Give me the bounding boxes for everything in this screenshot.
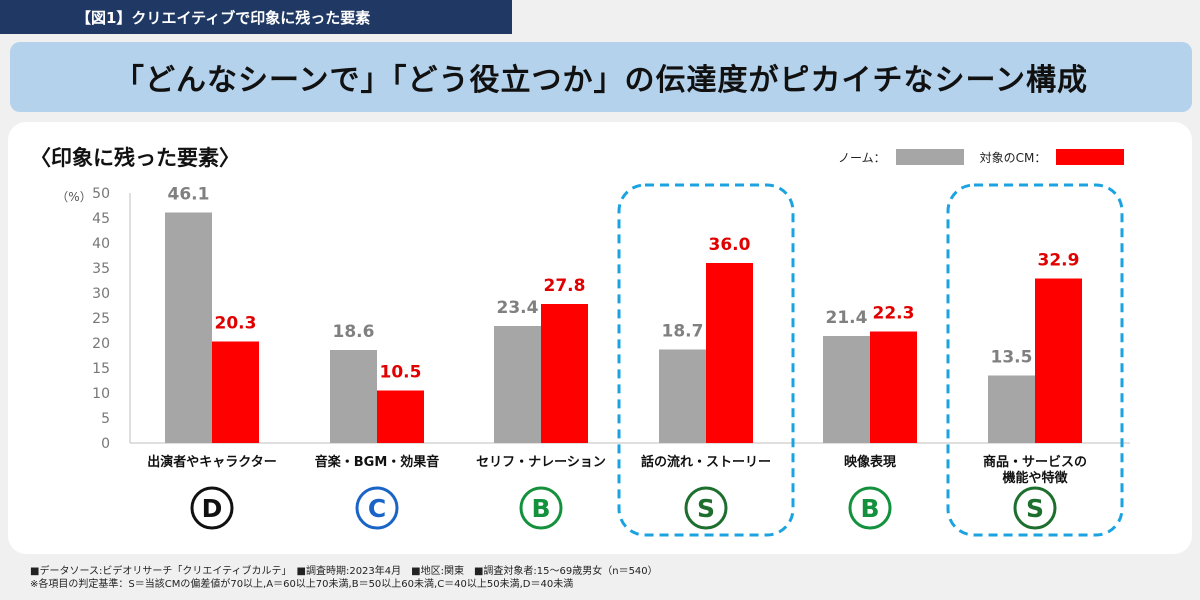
y-axis-unit-label: （%） bbox=[56, 190, 91, 204]
bar-norm bbox=[165, 212, 212, 443]
headline-banner: 「どんなシーンで」「どう役立つか」の伝達度がピカイチなシーン構成 bbox=[10, 42, 1192, 112]
grade-badge bbox=[355, 486, 399, 530]
bar-target bbox=[377, 390, 424, 443]
figure-tag: 【図1】クリエイティブで印象に残った要素 bbox=[0, 0, 512, 34]
value-label-target: 36.0 bbox=[709, 235, 751, 255]
value-label-target: 20.3 bbox=[215, 314, 257, 334]
headline-title: 「どんなシーンで」「どう役立つか」の伝達度がピカイチなシーン構成 bbox=[114, 63, 1088, 98]
grade-letter: C bbox=[368, 494, 386, 523]
x-category-label: セリフ・ナレーション bbox=[476, 455, 606, 470]
grade-badge bbox=[1013, 486, 1057, 530]
footer-source-line: ■データソース:ビデオリサーチ「クリエイティブカルテ」 ■調査時期:2023年4… bbox=[30, 566, 658, 577]
y-tick-label: 15 bbox=[92, 361, 110, 377]
value-label-norm: 23.4 bbox=[497, 298, 539, 318]
bar-norm bbox=[330, 350, 377, 443]
bar-target bbox=[706, 263, 753, 443]
x-category-label: 話の流れ・ストーリー bbox=[641, 454, 771, 470]
footer-criteria-line: ※各項目の判定基準：S＝当該CMの偏差値が70以上,A＝60以上70未満,B＝5… bbox=[30, 579, 574, 590]
grade-badge bbox=[519, 486, 563, 530]
grade-letter: B bbox=[860, 494, 879, 523]
highlight-box bbox=[617, 183, 795, 537]
x-category-label: 機能や特徴 bbox=[1002, 470, 1068, 486]
grade-letter: S bbox=[697, 494, 715, 523]
grade-letter: S bbox=[1026, 494, 1044, 523]
grade-letter: B bbox=[531, 494, 550, 523]
grade-badge bbox=[190, 486, 234, 530]
x-category-label: 商品・サービスの bbox=[983, 454, 1087, 470]
value-label-target: 32.9 bbox=[1038, 251, 1080, 271]
bar-norm bbox=[988, 375, 1035, 443]
y-tick-label: 40 bbox=[92, 236, 110, 252]
bar-norm bbox=[494, 326, 541, 443]
value-label-norm: 46.1 bbox=[168, 185, 210, 205]
bar-target bbox=[541, 304, 588, 443]
bar-target bbox=[870, 331, 917, 443]
legend-target-label: 対象のCM： bbox=[979, 150, 1047, 165]
bar-target bbox=[212, 341, 259, 443]
section-title: 〈印象に残った要素〉 bbox=[30, 146, 240, 170]
legend-target-swatch bbox=[1056, 149, 1125, 165]
bar-chart: （%） 0 5 10 15 20 25 30 35 40 45 50 46.1 20.3 出演者やキャラクタ… bbox=[56, 183, 1130, 537]
x-category-label: 出演者やキャラクター bbox=[147, 454, 276, 470]
bar-target bbox=[1035, 278, 1082, 443]
y-tick-label: 30 bbox=[92, 286, 110, 302]
value-label-norm: 18.6 bbox=[333, 322, 375, 342]
y-tick-label: 0 bbox=[101, 436, 110, 452]
y-tick-label: 20 bbox=[92, 336, 110, 352]
y-tick-label: 45 bbox=[92, 211, 110, 227]
footer-notes: ■データソース:ビデオリサーチ「クリエイティブカルテ」 ■調査時期:2023年4… bbox=[30, 565, 658, 591]
value-label-norm: 21.4 bbox=[826, 308, 868, 328]
y-tick-label: 25 bbox=[92, 311, 110, 327]
legend-norm-swatch bbox=[895, 149, 964, 165]
grade-badge bbox=[684, 486, 728, 530]
bar-norm bbox=[823, 336, 870, 443]
value-label-target: 27.8 bbox=[544, 276, 586, 296]
value-label-target: 10.5 bbox=[380, 363, 422, 383]
x-category-label: 映像表現 bbox=[844, 454, 896, 470]
y-tick-label: 5 bbox=[101, 411, 110, 427]
legend-norm-label: ノーム： bbox=[838, 150, 886, 165]
chart-legend: ノーム： 対象のCM： bbox=[838, 148, 1140, 166]
highlight-box bbox=[946, 183, 1124, 537]
y-tick-label: 10 bbox=[92, 386, 110, 402]
grade-letter: D bbox=[202, 494, 223, 523]
x-category-label: 音楽・BGM・効果音 bbox=[315, 454, 440, 470]
value-label-target: 22.3 bbox=[873, 304, 915, 324]
value-label-norm: 13.5 bbox=[991, 348, 1033, 368]
y-tick-label: 35 bbox=[92, 261, 110, 277]
grade-badge bbox=[848, 486, 892, 530]
bar-norm bbox=[659, 349, 706, 443]
y-tick-label: 50 bbox=[92, 186, 110, 202]
value-label-norm: 18.7 bbox=[662, 322, 704, 342]
